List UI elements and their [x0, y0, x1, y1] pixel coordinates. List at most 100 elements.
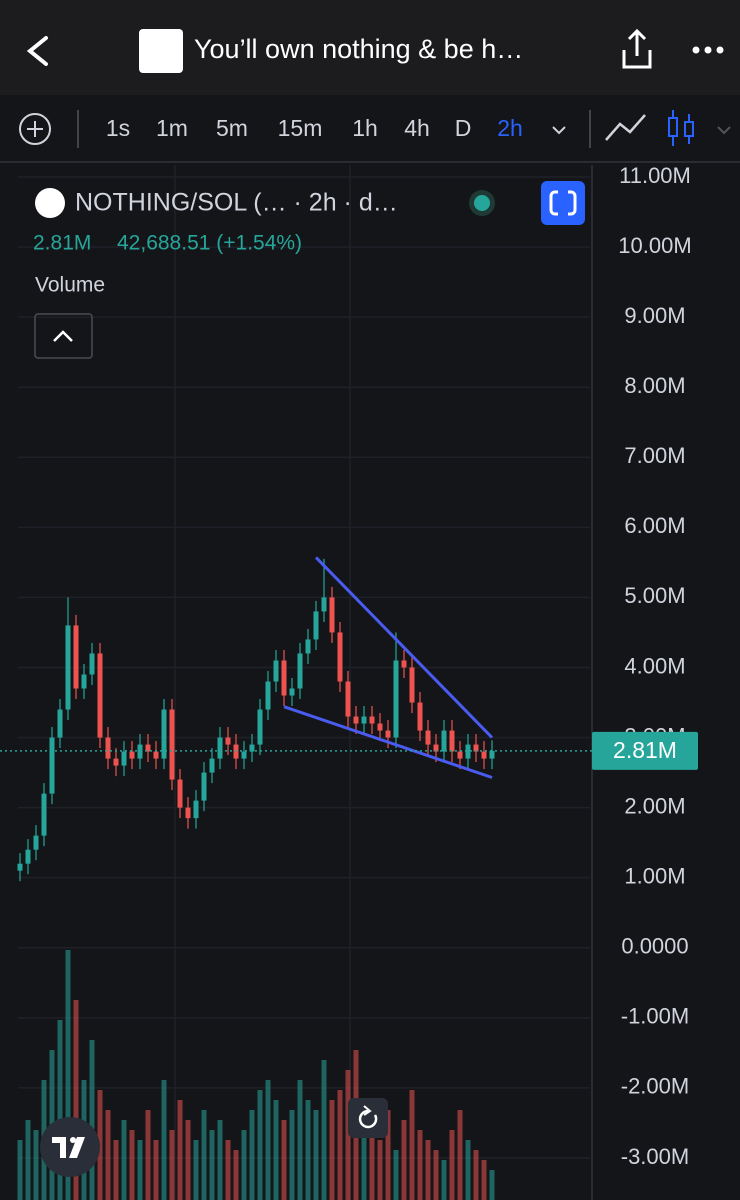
- candle-body: [273, 660, 279, 682]
- y-tick-label: 11.00M: [619, 163, 691, 188]
- candle-body: [193, 800, 199, 819]
- candle-body: [473, 744, 479, 752]
- volume-bar: [489, 1170, 495, 1200]
- volume-bar: [265, 1080, 271, 1200]
- legend-change: 42,688.51 (+1.54%): [117, 232, 302, 255]
- candle-body: [353, 716, 359, 724]
- candle-body: [481, 751, 487, 759]
- timeframe-button[interactable]: 2h: [497, 115, 523, 141]
- timeframes: 1s 1m 5m 15m 1h 4h D 2h: [106, 115, 523, 141]
- candle-body: [89, 653, 95, 675]
- header-title: You’ll own nothing & be h…: [194, 34, 523, 64]
- candle-body: [113, 758, 119, 766]
- timeframe-button[interactable]: 15m: [278, 115, 323, 141]
- timeframe-button[interactable]: 5m: [216, 115, 248, 141]
- candle-body: [249, 744, 255, 752]
- legend-last: 2.81M: [33, 232, 91, 255]
- y-tick-label: 5.00M: [624, 583, 685, 608]
- volume-bar: [257, 1090, 263, 1200]
- volume-bar: [281, 1120, 287, 1200]
- chart-style-candles[interactable]: [668, 110, 694, 146]
- volume-bar: [73, 1000, 79, 1200]
- timeframe-button[interactable]: D: [455, 115, 472, 141]
- candle-body: [65, 625, 71, 710]
- candle-body: [489, 750, 495, 759]
- fullscreen-button[interactable]: [541, 181, 585, 225]
- volume-bar: [193, 1140, 199, 1200]
- candle-body: [73, 625, 79, 689]
- volume-bar: [145, 1110, 151, 1200]
- candle-body: [17, 863, 23, 871]
- tradingview-logo[interactable]: [40, 1117, 100, 1177]
- volume-bar: [433, 1150, 439, 1200]
- add-indicator-button[interactable]: [19, 113, 51, 145]
- candle-body: [417, 702, 423, 731]
- symbol-label[interactable]: NOTHING/SOL (… · 2h · d…: [75, 189, 398, 217]
- header-bg: [0, 0, 740, 95]
- timeframe-button[interactable]: 1m: [156, 115, 188, 141]
- chart-style-line[interactable]: [605, 114, 646, 141]
- candle-body: [225, 737, 231, 745]
- timeframe-button[interactable]: 1s: [106, 115, 130, 141]
- candle-body: [465, 744, 471, 759]
- y-tick-label: 6.00M: [624, 513, 685, 538]
- timeframe-button[interactable]: 4h: [404, 115, 430, 141]
- candle-body: [401, 660, 407, 668]
- back-button[interactable]: [26, 36, 48, 66]
- volume-bar: [177, 1100, 183, 1200]
- indicator-label: Volume: [35, 274, 105, 297]
- volume-bar: [209, 1130, 215, 1200]
- replay-button[interactable]: [348, 1098, 388, 1138]
- candle-body: [409, 667, 415, 703]
- volume-bar: [161, 1080, 167, 1200]
- candle-body: [145, 744, 151, 752]
- trendline[interactable]: [314, 556, 494, 739]
- token-icon: [139, 29, 183, 73]
- collapse-button[interactable]: [34, 313, 93, 359]
- timeframe-dropdown[interactable]: [552, 126, 566, 135]
- volume-bar: [449, 1130, 455, 1200]
- candle-body: [305, 639, 311, 654]
- volume-bar: [305, 1100, 311, 1200]
- volume-bar: [273, 1100, 279, 1200]
- volume-bar: [201, 1110, 207, 1200]
- volume-bar: [465, 1140, 471, 1200]
- volume-bar: [169, 1130, 175, 1200]
- volume-bar: [17, 1140, 23, 1200]
- symbol-icon: [35, 188, 65, 218]
- volume-bar: [329, 1100, 335, 1200]
- candle-body: [281, 660, 287, 696]
- volume-bar: [113, 1140, 119, 1200]
- candle-body: [441, 730, 447, 752]
- candle-body: [265, 681, 271, 710]
- volume-bar: [457, 1110, 463, 1200]
- volume-bar: [33, 1130, 39, 1200]
- candle-body: [361, 716, 367, 724]
- volume-bar: [345, 1070, 351, 1200]
- more-button[interactable]: [692, 46, 724, 54]
- candle-body: [289, 688, 295, 696]
- share-button[interactable]: [622, 28, 652, 69]
- trendline[interactable]: [283, 705, 493, 779]
- volume-bar: [121, 1120, 127, 1200]
- candle-body: [185, 807, 191, 819]
- candle-body: [25, 849, 31, 864]
- timeframe-button[interactable]: 1h: [352, 115, 378, 141]
- volume-bar: [129, 1130, 135, 1200]
- volume-bar: [249, 1110, 255, 1200]
- volume-bar: [377, 1140, 383, 1200]
- y-tick-label: 9.00M: [624, 303, 685, 328]
- volume-bar: [409, 1090, 415, 1200]
- y-tick-label: 4.00M: [624, 653, 685, 678]
- chart-style-dropdown[interactable]: [717, 126, 731, 135]
- volume-bar: [473, 1150, 479, 1200]
- last-price-label: 2.81M: [613, 737, 677, 763]
- candle-body: [313, 611, 319, 640]
- candle-body: [209, 758, 215, 773]
- volume-bar: [217, 1120, 223, 1200]
- grid: [18, 176, 590, 1159]
- volume-bar: [401, 1120, 407, 1200]
- candle-body: [449, 730, 455, 752]
- price-axis: 11.00M 10.00M 9.00M 8.00M 7.00M 6.00M 5.00M 4.0…: [0, 163, 698, 1169]
